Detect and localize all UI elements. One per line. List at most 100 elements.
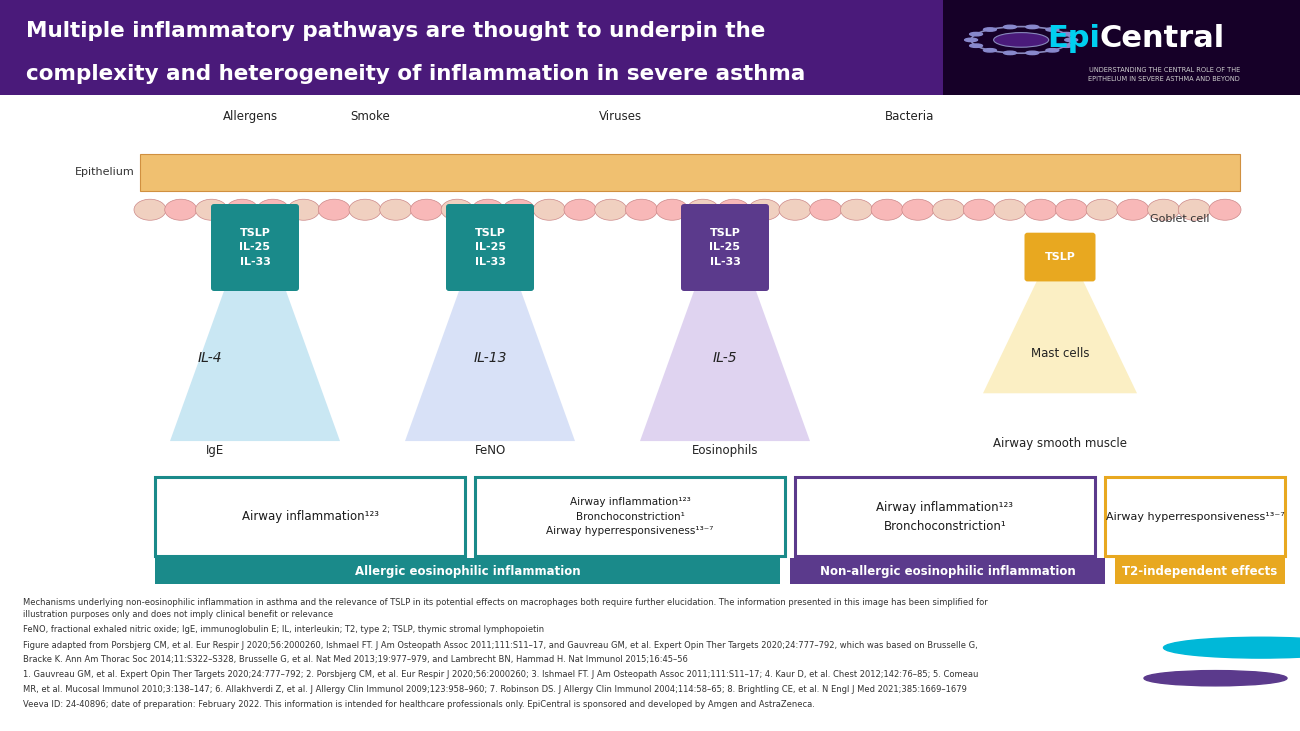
Ellipse shape <box>564 200 595 220</box>
Text: TSLP
IL-25
IL-33: TSLP IL-25 IL-33 <box>239 227 270 268</box>
Text: TSLP
IL-25
IL-33: TSLP IL-25 IL-33 <box>710 227 741 268</box>
Text: IL-5: IL-5 <box>712 351 737 365</box>
Text: Central: Central <box>1100 23 1225 53</box>
Circle shape <box>965 38 978 42</box>
Polygon shape <box>983 279 1138 393</box>
Circle shape <box>1046 48 1058 52</box>
Ellipse shape <box>165 200 196 220</box>
Ellipse shape <box>779 200 811 220</box>
Ellipse shape <box>472 200 504 220</box>
FancyBboxPatch shape <box>1115 558 1284 585</box>
FancyBboxPatch shape <box>1105 477 1284 556</box>
Text: Allergens: Allergens <box>222 110 278 123</box>
Text: T2-independent effects: T2-independent effects <box>1122 564 1278 577</box>
Text: Airway hyperresponsiveness¹³⁻⁷: Airway hyperresponsiveness¹³⁻⁷ <box>1105 512 1284 522</box>
Polygon shape <box>170 288 341 441</box>
Ellipse shape <box>902 200 933 220</box>
Polygon shape <box>406 288 575 441</box>
Circle shape <box>984 28 996 31</box>
Circle shape <box>984 48 996 52</box>
FancyBboxPatch shape <box>0 0 1300 95</box>
Circle shape <box>1060 32 1072 36</box>
Ellipse shape <box>625 200 658 220</box>
Circle shape <box>1026 26 1039 29</box>
Text: Viruses: Viruses <box>598 110 642 123</box>
Circle shape <box>1065 38 1078 42</box>
Text: Veeva ID: 24-40896; date of preparation: February 2022. This information is inte: Veeva ID: 24-40896; date of preparation:… <box>23 700 815 710</box>
Ellipse shape <box>441 200 473 220</box>
Text: FeNO: FeNO <box>474 444 506 457</box>
Ellipse shape <box>1209 200 1242 220</box>
Text: IgE: IgE <box>205 444 224 457</box>
Circle shape <box>1164 637 1300 658</box>
FancyBboxPatch shape <box>140 154 1240 191</box>
Ellipse shape <box>1056 200 1087 220</box>
Text: Allergic eosinophilic inflammation: Allergic eosinophilic inflammation <box>355 564 580 577</box>
Circle shape <box>1046 28 1058 31</box>
Ellipse shape <box>810 200 841 220</box>
Circle shape <box>1004 26 1017 29</box>
FancyBboxPatch shape <box>796 477 1095 556</box>
Ellipse shape <box>718 200 750 220</box>
Ellipse shape <box>134 200 166 220</box>
Text: Mechanisms underlying non-eosinophilic inflammation in asthma and the relevance : Mechanisms underlying non-eosinophilic i… <box>23 598 988 607</box>
Text: Figure adapted from Porsbjerg CM, et al. Eur Respir J 2020;56:2000260, Ishmael F: Figure adapted from Porsbjerg CM, et al.… <box>23 640 978 650</box>
Text: illustration purposes only and does not imply clinical benefit or relevance: illustration purposes only and does not … <box>23 610 334 619</box>
Ellipse shape <box>1117 200 1149 220</box>
Text: TSLP
IL-25
IL-33: TSLP IL-25 IL-33 <box>474 227 506 268</box>
Ellipse shape <box>1024 200 1057 220</box>
Circle shape <box>1144 670 1287 686</box>
FancyBboxPatch shape <box>942 0 1300 95</box>
Circle shape <box>1026 51 1039 55</box>
Ellipse shape <box>1178 200 1210 220</box>
Text: 1. Gauvreau GM, et al. Expert Opin Ther Targets 2020;24:777–792; 2. Porsbjerg CM: 1. Gauvreau GM, et al. Expert Opin Ther … <box>23 670 979 679</box>
Ellipse shape <box>257 200 289 220</box>
FancyBboxPatch shape <box>211 204 299 291</box>
Circle shape <box>970 44 983 48</box>
Text: Epithelium: Epithelium <box>75 167 135 176</box>
Ellipse shape <box>594 200 627 220</box>
Circle shape <box>993 33 1049 48</box>
Text: TSLP: TSLP <box>1045 252 1075 262</box>
Text: Epi: Epi <box>1046 23 1100 53</box>
Text: MR, et al. Mucosal Immunol 2010;3:138–147; 6. Allakhverdi Z, et al. J Allergy Cl: MR, et al. Mucosal Immunol 2010;3:138–14… <box>23 685 967 694</box>
Ellipse shape <box>963 200 996 220</box>
FancyBboxPatch shape <box>446 204 534 291</box>
Text: complexity and heterogeneity of inflammation in severe asthma: complexity and heterogeneity of inflamma… <box>26 64 806 83</box>
Ellipse shape <box>871 200 903 220</box>
Ellipse shape <box>411 200 442 220</box>
Ellipse shape <box>226 200 259 220</box>
Text: Bacteria: Bacteria <box>885 110 935 123</box>
FancyBboxPatch shape <box>1024 232 1096 281</box>
Ellipse shape <box>840 200 872 220</box>
Circle shape <box>1004 51 1017 55</box>
Ellipse shape <box>1086 200 1118 220</box>
Ellipse shape <box>348 200 381 220</box>
FancyBboxPatch shape <box>474 477 785 556</box>
Ellipse shape <box>686 200 719 220</box>
Polygon shape <box>640 288 810 441</box>
Ellipse shape <box>380 200 412 220</box>
FancyBboxPatch shape <box>681 204 770 291</box>
Ellipse shape <box>533 200 566 220</box>
FancyBboxPatch shape <box>155 558 780 585</box>
FancyBboxPatch shape <box>790 558 1105 585</box>
Text: IL-13: IL-13 <box>473 351 507 365</box>
Ellipse shape <box>1148 200 1179 220</box>
Text: Multiple inflammatory pathways are thought to underpin the: Multiple inflammatory pathways are thoug… <box>26 21 766 41</box>
Ellipse shape <box>195 200 228 220</box>
Text: Goblet cell: Goblet cell <box>1150 214 1210 224</box>
Text: Non-allergic eosinophilic inflammation: Non-allergic eosinophilic inflammation <box>819 564 1075 577</box>
Text: FeNO, fractional exhaled nitric oxide; IgE, immunoglobulin E; IL, interleukin; T: FeNO, fractional exhaled nitric oxide; I… <box>23 626 545 635</box>
Ellipse shape <box>656 200 688 220</box>
FancyBboxPatch shape <box>155 477 465 556</box>
Text: Mast cells: Mast cells <box>1031 346 1089 360</box>
Ellipse shape <box>503 200 534 220</box>
Text: Smoke: Smoke <box>350 110 390 123</box>
Text: Airway inflammation¹²³
Bronchoconstriction¹
Airway hyperresponsiveness¹³⁻⁷: Airway inflammation¹²³ Bronchoconstricti… <box>546 497 714 537</box>
Ellipse shape <box>932 200 965 220</box>
Text: Airway inflammation¹²³
Bronchoconstriction¹: Airway inflammation¹²³ Bronchoconstricti… <box>876 501 1014 533</box>
Circle shape <box>1060 44 1072 48</box>
Ellipse shape <box>749 200 780 220</box>
Circle shape <box>970 32 983 36</box>
